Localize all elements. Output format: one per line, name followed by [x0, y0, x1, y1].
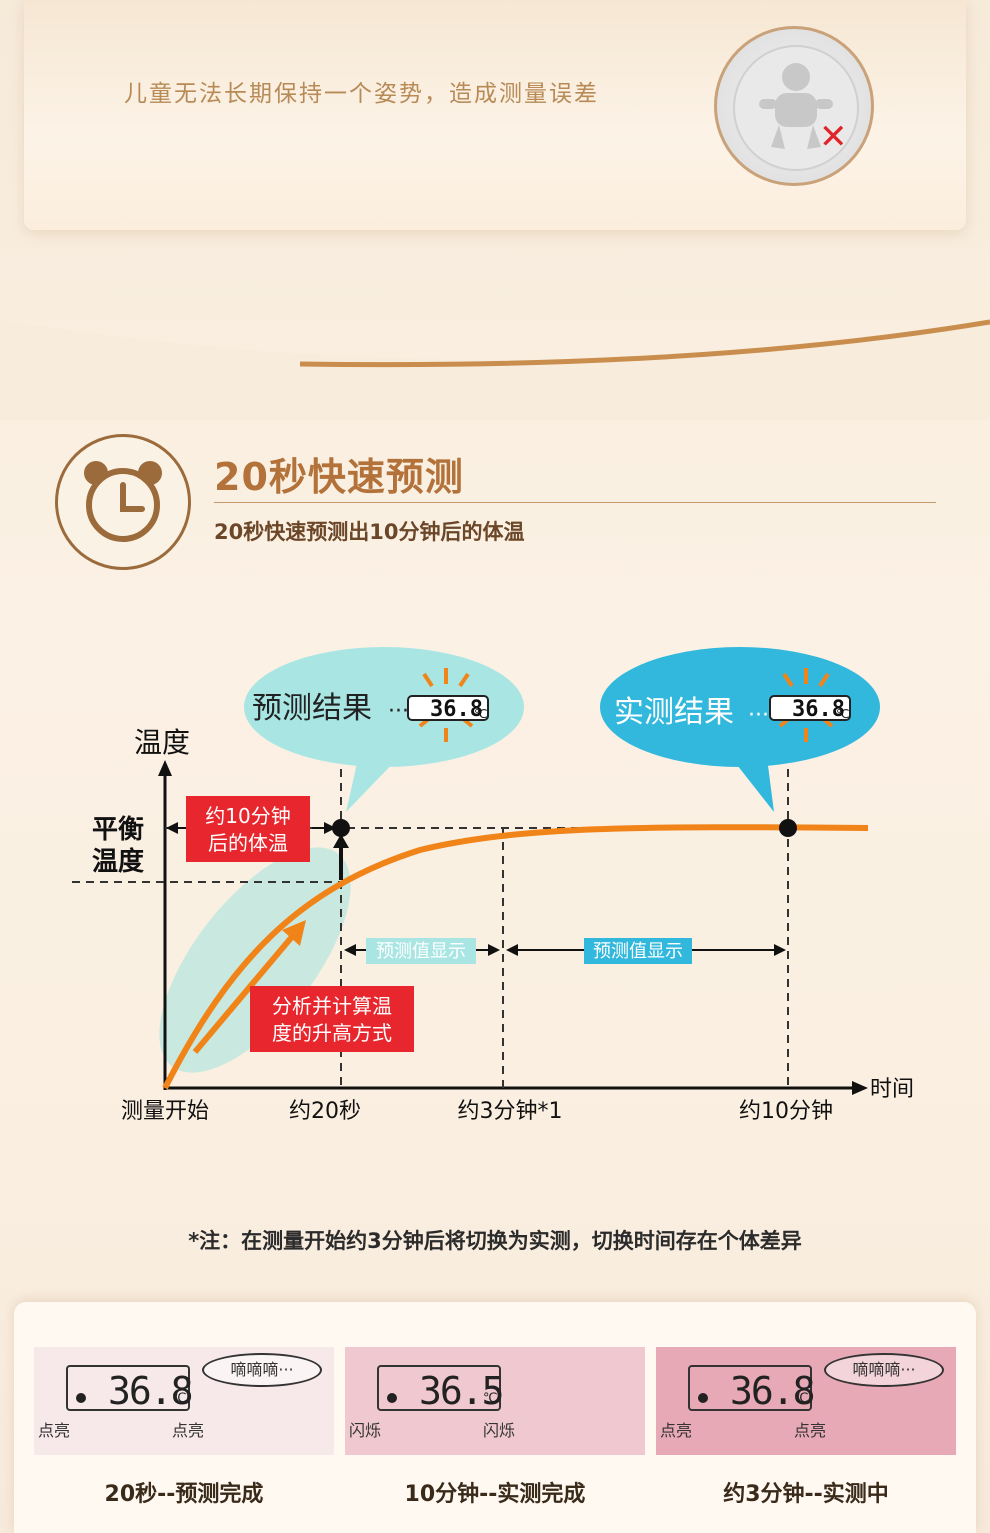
wave-divider — [0, 319, 990, 420]
span-label-1: 预测值显示 — [376, 941, 466, 962]
x-tick-2: 约3分钟*1 — [458, 1099, 563, 1124]
red-box-2-line2: 度的升高方式 — [272, 1021, 392, 1045]
panel-measuring: 36.8 ℃ 点亮 点亮 嘀嘀嘀··· — [656, 1347, 956, 1455]
beep-bubble: 嘀嘀嘀··· — [824, 1353, 944, 1387]
span-label-box-2 — [584, 938, 692, 964]
real-bubble-shape — [600, 647, 880, 767]
red-box-1-line1: 约10分钟 — [205, 804, 290, 828]
section-divider — [214, 502, 936, 503]
x-tick-1: 约20秒 — [289, 1099, 361, 1124]
display-states-card: 36.8 ℃ 点亮 点亮 嘀嘀嘀··· 36.5 ℃ 闪烁 闪烁 36.8 ℃ … — [14, 1302, 976, 1533]
red-box-1-line2: 后的体温 — [208, 831, 288, 855]
panel-predict-done: 36.8 ℃ 点亮 点亮 嘀嘀嘀··· — [34, 1347, 334, 1455]
x-tick-3: 约10分钟 — [739, 1099, 833, 1124]
red-box-1 — [186, 796, 310, 862]
left-indicator-label: 闪烁 — [349, 1421, 382, 1440]
top-warning-text: 儿童无法长期保持一个姿势，造成测量误差 — [124, 81, 599, 107]
section-subtitle: 20秒快速预测出10分钟后的体温 — [214, 520, 525, 544]
svg-text:···: ··· — [748, 703, 769, 728]
baby-figure-icon — [759, 63, 833, 149]
top-card: 儿童无法长期保持一个姿势，造成测量误差 ✕ — [24, 0, 966, 230]
x-tick-0: 测量开始 — [121, 1099, 209, 1124]
caption-2: 10分钟--实测完成 — [404, 1482, 586, 1507]
alarm-clock-icon — [55, 434, 191, 570]
red-box-2-line1: 分析并计算温 — [272, 994, 392, 1018]
caption-1: 20秒--预测完成 — [104, 1482, 264, 1507]
right-indicator-label: 点亮 — [172, 1421, 205, 1440]
span-label-2: 预测值显示 — [593, 941, 683, 962]
actual-point — [779, 819, 797, 837]
svg-text:···: ··· — [388, 699, 409, 724]
lcd-value: 36.8 — [108, 1369, 194, 1413]
left-indicator-label: 点亮 — [660, 1421, 693, 1440]
panel-measure-done: 36.5 ℃ 闪烁 闪烁 — [345, 1347, 645, 1455]
left-indicator-label: 点亮 — [38, 1421, 71, 1440]
prediction-chart: 温度 时间 平衡 温度 预测结果 ··· 36.8 ℃ 实测结果 ··· 36.… — [0, 630, 990, 1150]
x-axis-label: 时间 — [870, 1077, 914, 1102]
section-title: 20秒快速预测 — [214, 455, 464, 499]
cross-icon: ✕ — [819, 117, 848, 157]
indicator-dot — [76, 1393, 86, 1403]
right-indicator-label: 点亮 — [794, 1421, 827, 1440]
temperature-curve — [162, 824, 869, 1090]
lcd-display: 36.5 ℃ — [377, 1365, 505, 1413]
caption-3: 约3分钟--实测中 — [723, 1482, 889, 1507]
real-lcd-unit: ℃ — [836, 707, 849, 721]
pred-bubble-label: 预测结果 — [252, 691, 372, 726]
real-lcd-icon — [769, 668, 851, 742]
pred-lcd-unit: ℃ — [474, 707, 487, 721]
pred-bubble-shape — [244, 647, 524, 767]
lcd-display: 36.8 ℃ — [66, 1365, 194, 1413]
indicator-dot — [387, 1393, 397, 1403]
chart-svg: 温度 时间 平衡 温度 预测结果 ··· 36.8 ℃ 实测结果 ··· 36.… — [72, 647, 914, 1124]
indicator-dot — [698, 1393, 708, 1403]
y-axis-label: 温度 — [134, 726, 190, 759]
balance-label-1: 平衡 — [92, 814, 144, 845]
balance-label-2: 温度 — [92, 846, 144, 877]
lcd-unit: ℃ — [172, 1391, 187, 1406]
clock-icon — [84, 461, 162, 542]
lcd-value: 36.5 — [419, 1369, 505, 1413]
footnote: *注：在测量开始约3分钟后将切换为实测，切换时间存在个体差异 — [188, 1229, 802, 1253]
span-label-box-1 — [366, 938, 476, 964]
real-bubble-label: 实测结果 — [614, 695, 734, 730]
red-box-2 — [250, 986, 414, 1052]
lcd-display: 36.8 ℃ — [688, 1365, 816, 1413]
baby-icon-inner — [733, 45, 859, 171]
right-indicator-label: 闪烁 — [483, 1421, 516, 1440]
lcd-unit: ℃ — [794, 1391, 809, 1406]
beep-bubble: 嘀嘀嘀··· — [202, 1353, 322, 1387]
lcd-value: 36.8 — [730, 1369, 816, 1413]
pred-lcd-icon — [407, 668, 489, 742]
predicted-point — [332, 819, 350, 837]
baby-icon: ✕ — [714, 26, 874, 186]
pred-lcd-value: 36.8 — [430, 697, 483, 722]
real-lcd-value: 36.8 — [792, 697, 845, 722]
lcd-unit: ℃ — [483, 1391, 498, 1406]
